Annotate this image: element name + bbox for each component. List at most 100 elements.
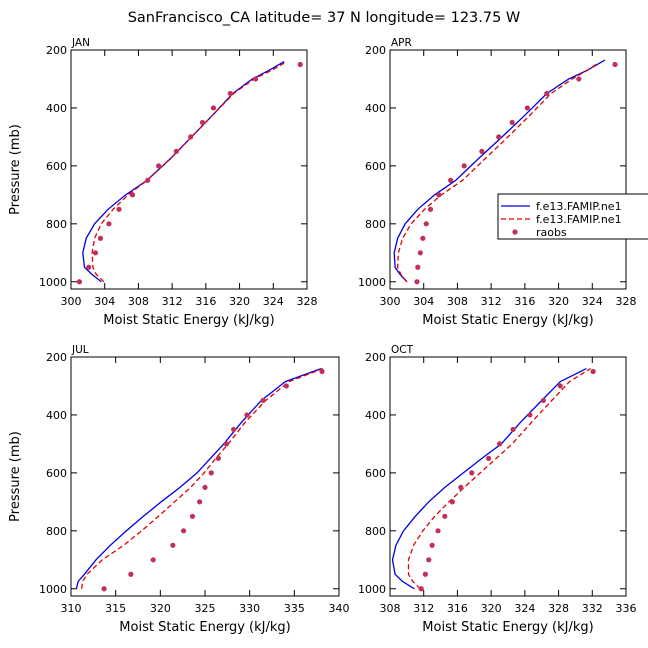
y-tick-label: 800 [46,218,67,231]
legend-marker-raobs [512,229,518,235]
x-tick-label: 316 [447,602,468,615]
x-axis-label: Moist Static Energy (kJ/kg) [422,313,593,328]
raobs-point [436,192,442,198]
x-tick-label: 316 [514,295,535,308]
raobs-point [230,426,237,433]
y-axis-label: Pressure (mb) [8,431,23,522]
raobs-point [297,61,303,68]
raobs-point [156,163,162,169]
raobs-point [210,105,217,111]
x-tick-label: 315 [105,602,126,615]
x-tick-label: 304 [413,295,434,308]
legend-label: raobs [536,226,567,239]
raobs-point [283,383,289,389]
panel-label: JUL [71,344,89,356]
raobs-point [496,134,502,140]
x-tick-label: 325 [195,602,216,615]
panel-label: APR [391,37,412,49]
raobs-point [76,279,83,285]
x-tick-label: 308 [380,602,401,615]
y-tick-label: 1000 [39,276,67,289]
model-dashed-line [91,61,288,283]
raobs-point [227,90,233,97]
panel-label: OCT [391,344,414,356]
legend-label: f.e13.FAMIP.ne1 [536,213,622,226]
y-tick-label: 800 [46,525,67,538]
raobs-point [252,76,259,82]
raobs-point [129,192,136,198]
model-solid-line [391,368,587,590]
raobs-point [496,441,503,447]
x-tick-label: 328 [548,602,569,615]
raobs-point [145,177,151,183]
x-tick-label: 336 [616,602,637,615]
raobs-point [223,441,230,447]
legend-label: f.e13.FAMIP.ne1 [536,200,622,213]
raobs-point [128,571,134,577]
raobs-point [458,484,464,490]
raobs-point [415,264,421,270]
model-solid-line [393,59,606,283]
raobs-point [449,499,455,505]
x-tick-label: 320 [229,295,250,308]
y-tick-label: 400 [46,102,67,115]
y-tick-label: 200 [46,351,67,364]
raobs-point [486,455,492,461]
model-dashed-line [407,368,591,590]
raobs-point [319,368,325,375]
raobs-point [260,397,266,404]
x-tick-label: 310 [61,602,82,615]
raobs-point [92,250,99,256]
x-tick-label: 300 [380,295,401,308]
y-tick-label: 600 [46,467,67,480]
raobs-point [244,412,250,418]
panel-apr: 300 304 308 312 316 320 324 328 200 400 600 800 1000… [358,37,637,328]
x-tick-label: 312 [162,295,183,308]
y-tick-label: 400 [365,102,386,115]
raobs-point [540,397,547,404]
y-tick-label: 800 [365,525,386,538]
raobs-point [150,557,156,563]
x-tick-label: 308 [128,295,149,308]
raobs-point [418,586,424,592]
raobs-point [97,235,104,241]
x-tick-label: 335 [284,602,305,615]
raobs-point [509,119,515,126]
raobs-point [420,235,426,241]
raobs-point [215,455,221,461]
raobs-point [422,571,428,577]
raobs-point [188,134,194,140]
y-tick-label: 400 [46,409,67,422]
y-tick-label: 600 [365,160,386,173]
model-solid-line [82,61,285,283]
panel-oct: 308 312 316 320 324 328 332 336 200 400 600 800 1000… [358,344,637,635]
legend-box [497,193,648,240]
plot-frame [389,49,627,290]
raobs-point [173,148,179,154]
raobs-point [527,412,533,418]
raobs-point [180,528,187,534]
plot-frame [389,356,627,597]
x-tick-label: 320 [481,602,502,615]
model-dashed-line [81,367,324,589]
raobs-markers [418,368,596,592]
raobs-point [189,513,196,519]
y-tick-label: 200 [365,44,386,57]
x-tick-label: 324 [514,602,535,615]
y-tick-label: 200 [46,44,67,57]
panel-jul: 310 315 320 325 330 335 340 200 400 600 800 1000 JUL… [8,344,350,635]
y-tick-label: 1000 [39,583,67,596]
x-tick-label: 316 [195,295,216,308]
raobs-point [170,542,176,548]
y-axis-label: Pressure (mb) [8,124,23,215]
raobs-point [116,206,122,212]
panels: 300 304 308 312 316 320 324 328 200 400 600 800 1000… [8,37,637,635]
raobs-point [442,513,448,519]
x-tick-label: 320 [548,295,569,308]
raobs-point [197,499,203,505]
panel-label: JAN [71,37,90,49]
raobs-point [106,221,112,227]
y-tick-label: 1000 [358,276,386,289]
